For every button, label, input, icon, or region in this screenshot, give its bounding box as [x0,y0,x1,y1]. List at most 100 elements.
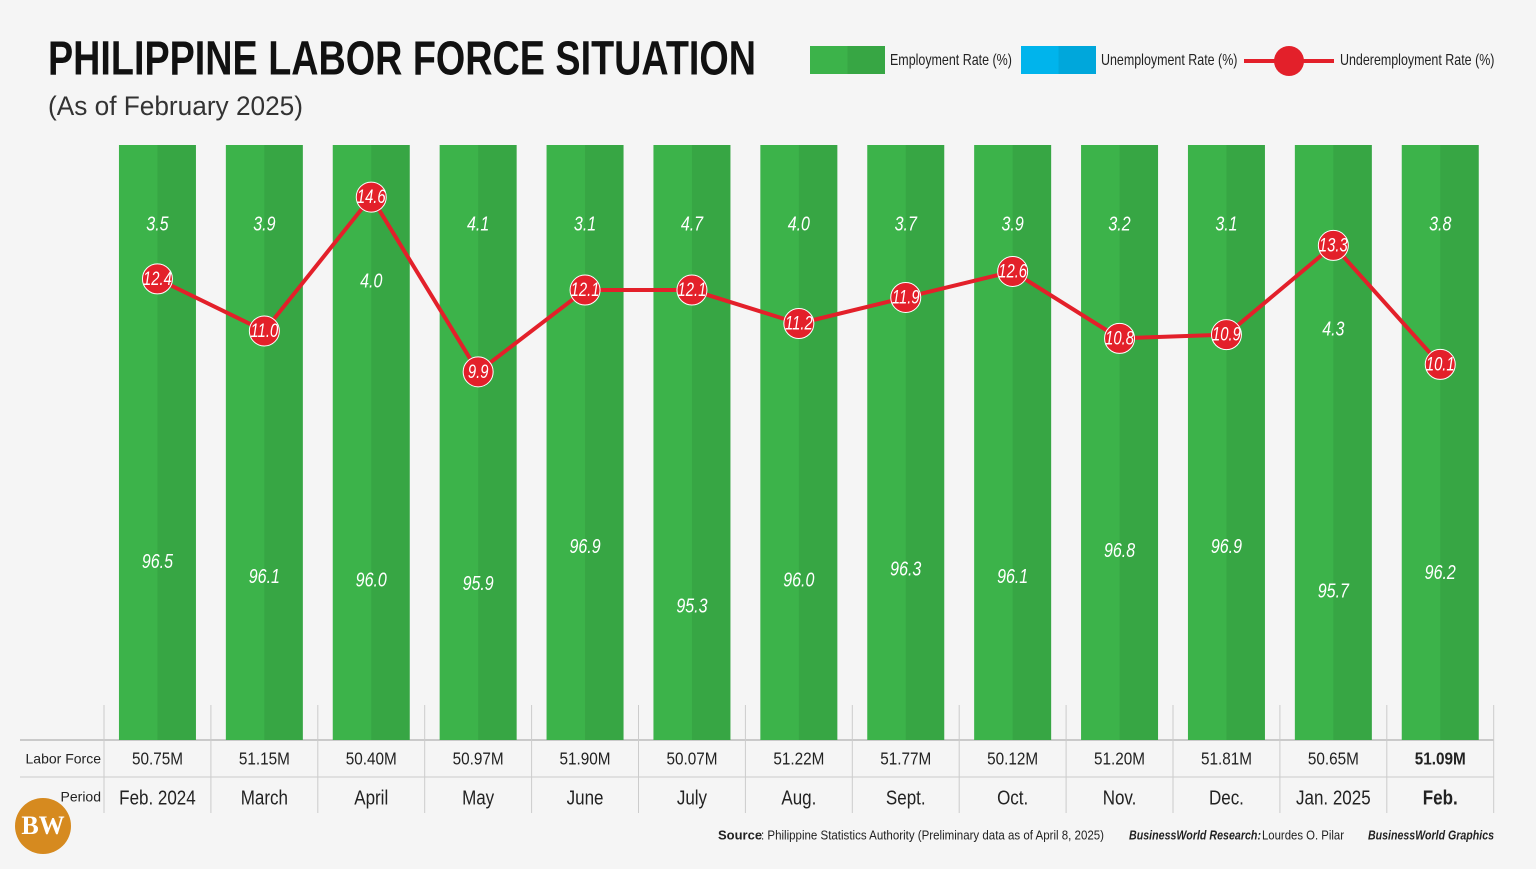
value-label: 96.8 [1104,539,1135,561]
line-marker [1210,319,1242,351]
value-label: 12.4 [143,268,172,289]
bar-segment [760,145,838,740]
line-marker [1104,322,1136,354]
bar-shade [691,145,731,740]
value-label: 3.7 [895,213,918,235]
bar-shade [157,145,196,740]
value-label: 4.0 [788,213,810,235]
x-tick-label: Feb. 2024 [119,786,196,809]
value-label: 3.8 [1429,213,1451,235]
bar-segment [225,145,303,740]
line-marker [248,315,280,347]
labor-force: 50.40M [346,749,397,769]
labor-force: 51.20M [1094,749,1145,769]
x-tick-label: Oct. [997,786,1028,809]
line-marker [569,274,601,306]
value-label: 3.9 [253,213,275,235]
value-label: 9.9 [468,361,489,382]
value-label: 3.1 [574,213,596,235]
research-label: BusinessWorld Research: [1129,827,1261,842]
legend-swatch [1021,46,1096,74]
bar-shade [1226,145,1265,740]
source: : Philippine Statistics Authority (Preli… [761,827,1104,842]
line-marker [890,281,922,313]
bar-segment [867,145,945,740]
value-label: 3.1 [1215,213,1237,235]
value-label: 12.6 [998,261,1027,282]
line-marker [676,274,708,306]
labor-force: 51.90M [560,749,611,769]
labor-force: 51.77M [880,749,931,769]
value-label: 96.1 [997,565,1028,587]
bar-segment [1081,145,1159,740]
bar-segment [653,145,731,740]
bar-shade [905,145,945,740]
line-marker [462,356,494,388]
value-label: 10.1 [1426,354,1455,375]
legend-shade [847,46,885,74]
line-marker [1424,348,1456,380]
bar-shade [585,145,624,740]
legend-shade [1058,46,1096,74]
value-label: 11.2 [785,313,813,334]
legend-label: Underemployment Rate (%) [1340,52,1494,70]
graphics-credit: BusinessWorld Graphics [1368,827,1494,842]
value-label: 3.2 [1108,213,1130,235]
legend-label: Unemployment Rate (%) [1101,52,1237,70]
x-tick-label: April [354,786,388,809]
legend-label: Employment Rate (%) [890,52,1012,70]
value-label: 96.0 [356,569,387,591]
value-label: 12.1 [571,279,600,300]
bar-shade [371,145,410,740]
labor-force: 51.81M [1201,749,1252,769]
x-tick-label: Jan. 2025 [1296,786,1371,809]
x-tick-label: March [241,786,288,809]
legend-swatch [810,46,885,74]
x-tick-label: Feb. [1423,786,1458,809]
bar-shade [798,145,838,740]
value-label: 95.9 [463,573,494,595]
value-label: 95.7 [1318,580,1350,602]
value-label: 96.0 [783,569,814,591]
labor-force: 50.12M [987,749,1038,769]
bar-segment [546,145,624,740]
row-label: Period [61,789,101,805]
x-tick-label: July [677,786,708,809]
x-tick-label: Sept. [886,786,926,809]
bar-segment [974,145,1052,740]
labor-force: 51.22M [773,749,824,769]
legend-marker [1274,46,1304,76]
value-label: 10.8 [1105,328,1134,349]
value-label: 4.1 [467,213,489,235]
x-tick-label: May [462,786,495,809]
bar-segment [1187,145,1265,740]
line-marker [997,255,1029,287]
logo-badge [15,798,71,854]
value-label: 11.9 [892,287,920,308]
bar-shade [264,145,303,740]
x-tick-label: June [567,786,604,809]
labor-force: 51.09M [1415,749,1466,769]
labor-force: 50.07M [666,749,717,769]
bar-shade [478,145,517,740]
value-label: 10.9 [1212,324,1241,345]
value-label: 4.0 [360,270,382,292]
bar-segment [439,145,517,740]
bar-segment [332,145,410,740]
line-marker [783,308,815,339]
value-label: 96.5 [142,550,174,572]
source-label: Source [718,827,762,842]
research: Lourdes O. Pilar [1262,827,1345,842]
bar-shade [1012,145,1052,740]
line-marker [1317,229,1349,261]
chart-title: PHILIPPINE LABOR FORCE SITUATION [48,33,756,86]
value-label: 4.7 [681,213,704,235]
credits: Source : Philippine Statistics Authority… [718,827,1494,842]
line-marker [141,263,173,295]
line-marker [355,181,387,213]
value-label: 13.3 [1319,235,1348,256]
bar-segment [1401,145,1479,740]
bar-shade [1119,145,1159,740]
